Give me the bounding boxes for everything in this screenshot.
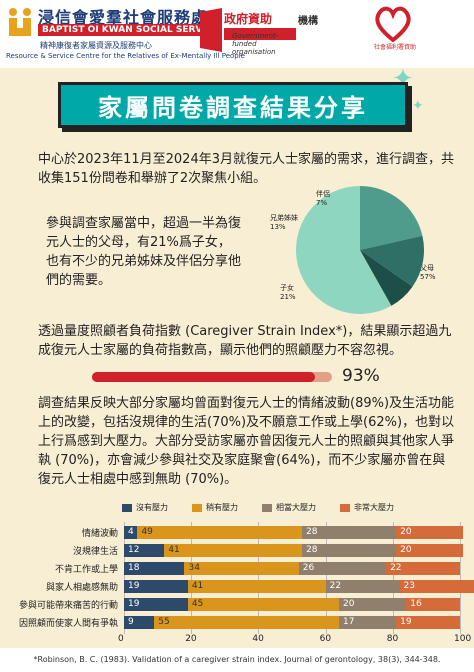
category-label: 與家人相處感無助 <box>45 583 118 593</box>
legend-swatch <box>122 503 132 512</box>
bar-segment: 9 <box>124 616 155 629</box>
strain-percent: 93% <box>342 366 380 386</box>
swd-label: 社會福利署資助 <box>373 44 416 51</box>
x-tick-label: 100 <box>454 634 472 644</box>
footnote: *Robinson, B. C. (1983). Validation of a… <box>0 648 474 672</box>
bar-segment: 55 <box>154 616 340 629</box>
bar-segment: 19 <box>124 580 188 593</box>
bar-segment: 26 <box>298 562 387 575</box>
title-banner: 家屬問卷調查結果分享 <box>58 82 408 128</box>
legend-swatch <box>340 503 350 512</box>
bar-segment: 28 <box>302 544 397 557</box>
legend-label: 稍有壓力 <box>206 503 238 512</box>
category-label: 不肯工作或上學 <box>54 565 118 575</box>
pie-value-1: 21% <box>280 293 296 301</box>
bar-segment: 19 <box>124 598 188 611</box>
sparkle-small-icon: ✦ <box>412 98 424 114</box>
parents-paragraph: 參與調查家屬當中，超過一半為復元人士的父母，有21%爲子女，也有不少的兄弟姊妹及… <box>46 216 242 288</box>
bar-segment: 22 <box>325 580 400 593</box>
bar-segment: 28 <box>302 526 397 539</box>
bar-segment: 20 <box>339 598 407 611</box>
legend-item-2: 相當大壓力 <box>262 502 316 513</box>
gov-funded-label: 政府資助 <box>224 12 273 26</box>
stacked-bar-legend: 沒有壓力 稍有壓力 相當大壓力 非常大壓力 <box>122 502 394 513</box>
legend-label: 沒有壓力 <box>136 503 168 512</box>
legend-label: 相當大壓力 <box>276 503 316 512</box>
legend-swatch <box>192 503 202 512</box>
bar-segment: 17 <box>339 616 397 629</box>
gov-funded-tag: 機構 <box>298 16 318 27</box>
bar-segment: 41 <box>164 544 303 557</box>
bar-segment: 23 <box>399 580 474 593</box>
gridline <box>325 522 327 634</box>
strain-paragraph: 透過量度照顧者負荷指數 (Caregiver Strain Index*)，結果… <box>38 324 452 358</box>
x-tick-label: 20 <box>185 634 197 644</box>
legend-item-0: 沒有壓力 <box>122 502 168 513</box>
bar-segment: 18 <box>124 562 185 575</box>
org-name: 浸信會愛羣社會服務處 <box>38 8 209 27</box>
category-label: 情緒波動 <box>81 529 118 539</box>
pie-value-2: 13% <box>270 223 286 231</box>
x-tick-label: 40 <box>252 634 264 644</box>
pie-label-0: 父母 <box>420 264 434 272</box>
legend-label: 非常大壓力 <box>354 503 394 512</box>
strain-bar-fill <box>92 372 316 382</box>
pie-label-2: 兄弟姊妹 <box>270 213 298 222</box>
gridline <box>191 522 193 634</box>
bar-segment: 12 <box>124 544 165 557</box>
gridline <box>124 522 125 634</box>
gridline <box>392 522 394 634</box>
category-label: 因照顧而使家人間有爭執 <box>18 619 118 629</box>
x-tick-label: 0 <box>118 634 124 644</box>
gridline <box>460 522 461 634</box>
x-tick-label: 80 <box>386 634 399 644</box>
x-tick-label: 60 <box>319 634 332 644</box>
org-name-en: BAPTIST OI KWAN SOCIAL SERVICE <box>38 24 223 36</box>
gridline <box>258 522 260 634</box>
pie-slice-2 <box>360 235 424 287</box>
pie-slice-1 <box>360 186 423 250</box>
header-bar: 浸信會愛羣社會服務處 BAPTIST OI KWAN SOCIAL SERVIC… <box>0 0 474 68</box>
pie-slice-3 <box>360 250 413 306</box>
bar-segment: 45 <box>187 598 340 611</box>
pie-value-3: 7% <box>316 199 327 207</box>
bar-segment: 16 <box>406 598 460 611</box>
page-title: 家屬問卷調查結果分享 <box>58 82 408 128</box>
bar-segment: 34 <box>184 562 299 575</box>
gov-funded-logo-icon <box>200 8 296 52</box>
org-subtitle: 精神康復者家屬資源及服務中心 <box>40 41 152 50</box>
intro-paragraph: 中心於2023年11月至2024年3月就復元人士家屬的需求，進行調查，共收集15… <box>38 152 454 186</box>
org-logo-icon <box>9 8 31 36</box>
bar-segment: 22 <box>386 562 460 575</box>
legend-item-1: 稍有壓力 <box>192 502 238 513</box>
pie-slice-0 <box>296 186 392 314</box>
category-label: 沒規律生活 <box>72 547 118 557</box>
org-subtitle-en: Resource & Service Centre for the Relati… <box>6 52 245 60</box>
bar-segment: 19 <box>396 616 460 629</box>
pie-label-1: 子女 <box>280 283 294 292</box>
category-label: 參與可能帶來痛苦的行動 <box>18 601 118 611</box>
legend-item-3: 非常大壓力 <box>340 502 394 513</box>
bar-segment: 41 <box>187 580 326 593</box>
bar-segment: 4 <box>124 526 138 539</box>
bar-segment: 49 <box>137 526 303 539</box>
findings-paragraph: 調查結果反映大部分家屬均曾面對復元人士的情緒波動(89%)及生活功能上的改變，包… <box>38 396 455 487</box>
pie-value-0: 57% <box>420 273 436 281</box>
swd-heart-logo-icon <box>375 6 411 42</box>
pie-label-3: 伴侶 <box>316 189 330 198</box>
legend-swatch <box>262 503 272 512</box>
bar-segment: 20 <box>396 544 464 557</box>
bar-segment: 20 <box>396 526 464 539</box>
gov-funded-sub: Government-funded organisation <box>232 32 279 56</box>
